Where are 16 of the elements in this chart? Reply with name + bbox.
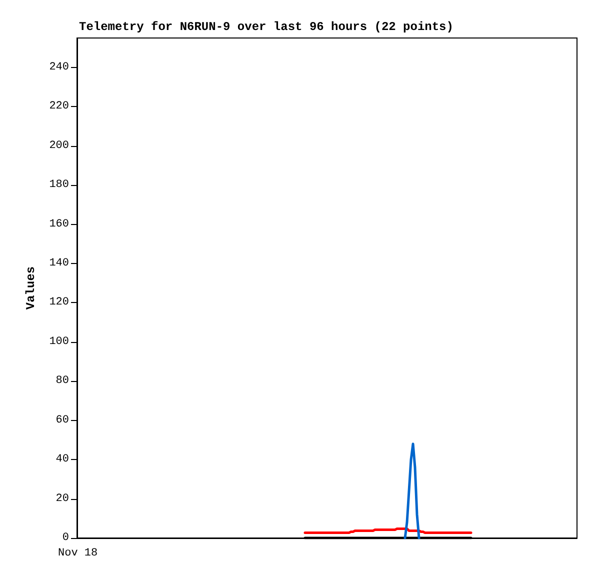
y-tick-label: 0 [62, 532, 69, 544]
text: Nov 18 [58, 548, 98, 560]
y-tick-label: 80 [56, 375, 69, 388]
y-tick-label: 160 [49, 218, 69, 230]
y-tick-label: 60 [56, 414, 69, 426]
y-tick-label: 40 [56, 454, 69, 466]
y-tick-label: 100 [49, 336, 69, 348]
y-tick-label: 220 [49, 100, 69, 113]
y-tick-label: 180 [49, 179, 69, 192]
y-tick-label: 120 [49, 296, 69, 309]
y-tick-label: 20 [56, 492, 69, 505]
y-tick-label: 140 [49, 257, 69, 270]
y-tick-label: 200 [49, 140, 69, 152]
chart-title: Telemetry for N6RUN-9 over last 96 hours (22 points) [79, 20, 454, 34]
y-axis-title: Values [24, 266, 38, 310]
y-tick-label: 240 [49, 61, 69, 74]
